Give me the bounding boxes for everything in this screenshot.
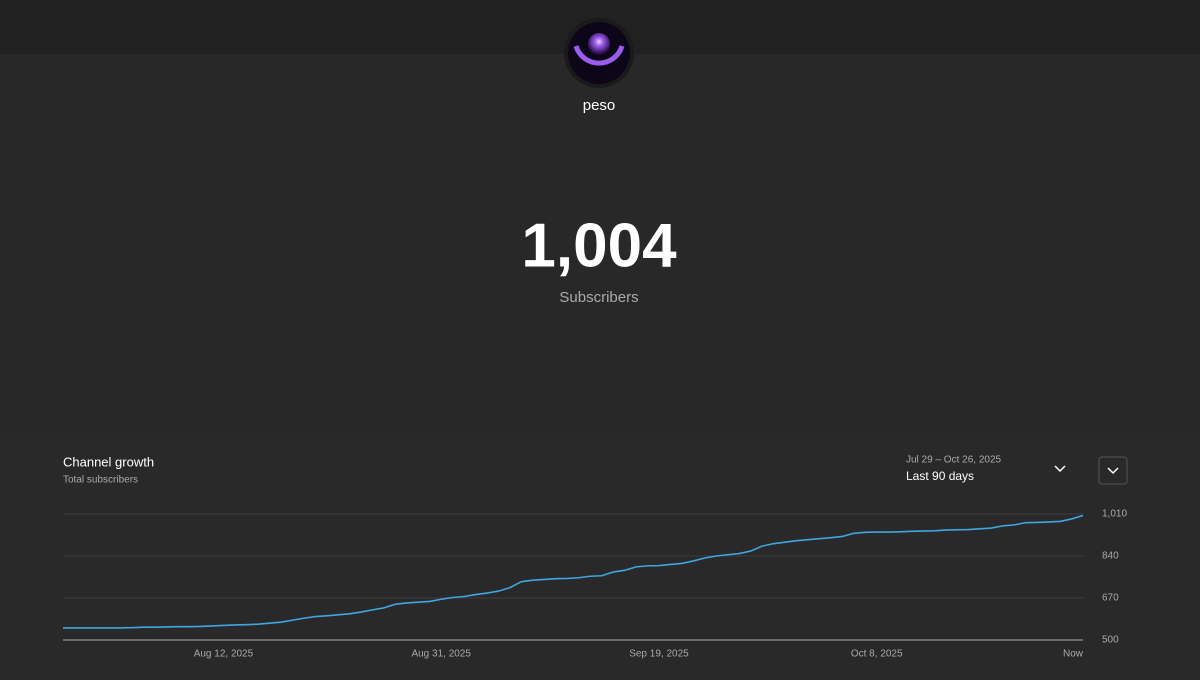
y-tick-label: 500 bbox=[1102, 635, 1119, 646]
avatar-arc bbox=[573, 45, 625, 66]
x-tick-label: Now bbox=[1063, 649, 1084, 660]
y-tick-label: 840 bbox=[1102, 551, 1119, 562]
expand-icon bbox=[1107, 467, 1119, 475]
period-dropdown[interactable] bbox=[1054, 465, 1066, 473]
y-tick-label: 1,010 bbox=[1102, 509, 1127, 520]
subscriber-count: 1,004 bbox=[521, 211, 677, 280]
channel-name: peso bbox=[583, 97, 616, 114]
x-tick-label: Oct 8, 2025 bbox=[851, 649, 903, 660]
y-tick-label: 670 bbox=[1102, 593, 1119, 604]
period[interactable]: Last 90 days bbox=[906, 469, 974, 483]
chart-subtitle: Total subscribers bbox=[63, 475, 138, 486]
chart-title: Channel growth bbox=[63, 454, 154, 469]
avatar-orb bbox=[588, 33, 610, 55]
expand-button[interactable] bbox=[1098, 456, 1128, 485]
x-tick-label: Sep 19, 2025 bbox=[629, 649, 689, 660]
x-tick-label: Aug 12, 2025 bbox=[194, 649, 254, 660]
date-range[interactable]: Jul 29 – Oct 26, 2025 bbox=[906, 455, 1002, 466]
x-tick-label: Aug 31, 2025 bbox=[411, 649, 471, 660]
subscriber-label: Subscribers bbox=[559, 289, 638, 306]
series-line bbox=[63, 514, 1084, 629]
